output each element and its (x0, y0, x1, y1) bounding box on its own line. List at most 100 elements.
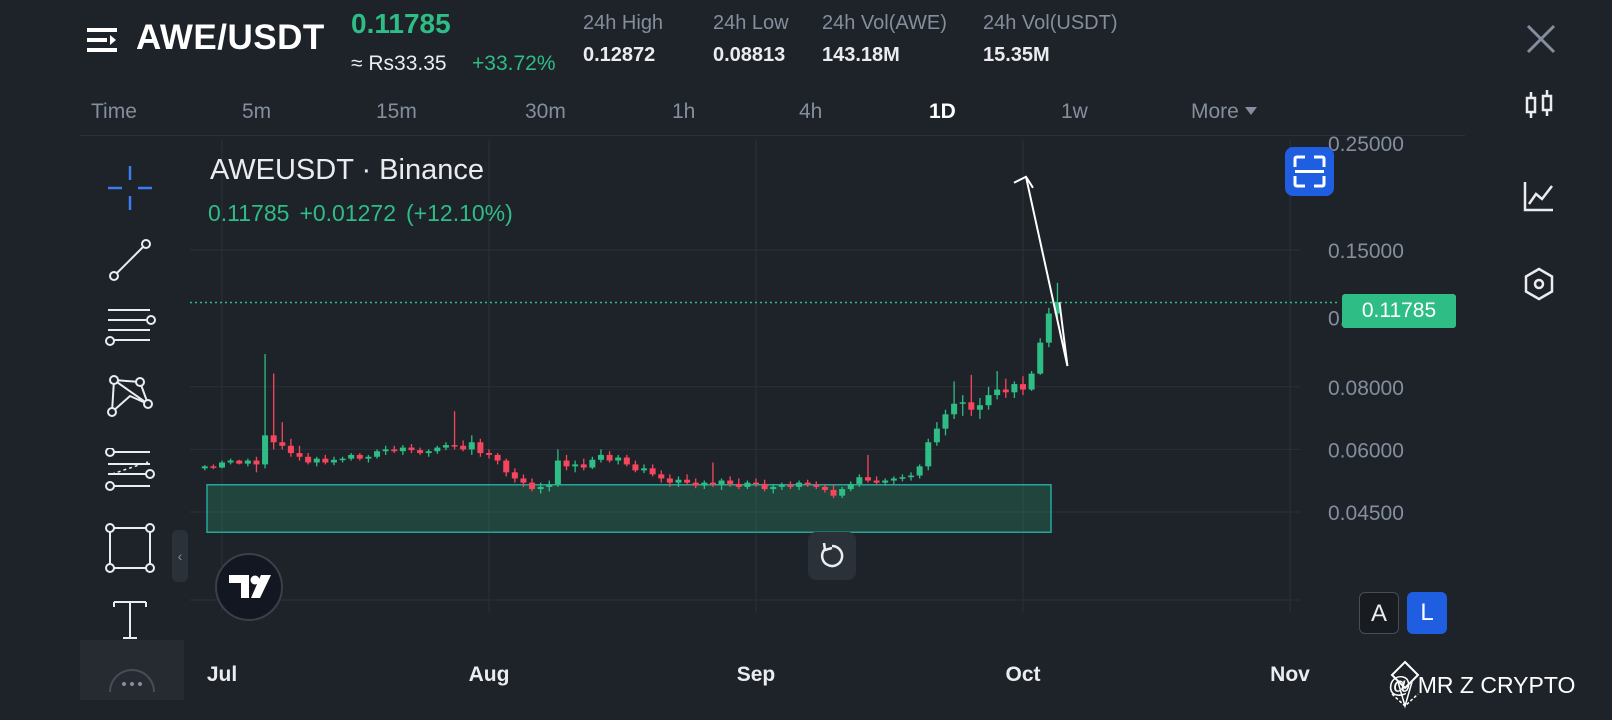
watermark-logo (1390, 660, 1420, 709)
candle-body (1037, 342, 1044, 374)
stat-value: 143.18M (822, 44, 900, 66)
reset-icon (820, 542, 844, 568)
candle-body (425, 451, 432, 454)
candle-body (709, 482, 716, 485)
change-percent: +33.72% (472, 52, 556, 75)
menu-icon[interactable] (87, 24, 119, 56)
chart-quote: 0.11785 +0.01272 (+12.10%) (208, 200, 523, 227)
candle-body (908, 475, 915, 478)
candle-body (486, 453, 492, 455)
log-scale-button[interactable]: L (1407, 592, 1447, 634)
timeframe-bar: Time 5m 15m 30m 1h 4h 1D 1w More (80, 96, 1465, 136)
candle-body (572, 464, 579, 467)
candle-body (744, 482, 751, 487)
projection-arrowhead (1013, 175, 1034, 189)
crosshair-icon[interactable] (104, 162, 156, 214)
candle-body (727, 480, 734, 484)
candle-body (477, 442, 484, 454)
x-tick-label: Jul (207, 663, 237, 686)
stat-label: 24h Vol(AWE) (822, 12, 947, 34)
trendline-icon[interactable] (104, 234, 156, 286)
collapse-toolbar-button[interactable]: ‹ (172, 530, 188, 582)
candle-body (873, 480, 880, 483)
stat-value: 0.08813 (713, 44, 786, 66)
pattern-icon[interactable] (104, 374, 156, 426)
candle-body (641, 468, 648, 471)
tradingview-icon (229, 575, 271, 598)
candle-body (348, 454, 355, 459)
candle-body (847, 483, 854, 490)
candle-body (916, 466, 923, 476)
text-tool-icon[interactable] (104, 594, 156, 646)
rectangle-tool-icon[interactable] (104, 522, 156, 574)
candle-body (546, 484, 553, 487)
candle-body (890, 478, 897, 481)
candle-body (778, 484, 785, 487)
candle-body (1002, 389, 1009, 393)
fullscreen-button[interactable] (1285, 147, 1334, 196)
tab-15m[interactable]: 15m (376, 100, 417, 123)
tab-30m[interactable]: 30m (525, 100, 566, 123)
fib-tool-icon[interactable] (104, 448, 156, 500)
candle-body (434, 447, 441, 452)
candle-body (1011, 384, 1018, 393)
candle-body (1028, 373, 1035, 390)
y-tick-label: 0.06000 (1328, 439, 1404, 462)
stat-label: 24h Vol(USDT) (983, 12, 1118, 34)
more-tools-button[interactable] (80, 640, 184, 700)
tab-1d[interactable]: 1D (929, 100, 956, 123)
candle-body (666, 478, 673, 483)
auto-scale-button[interactable]: A (1359, 592, 1399, 634)
candle-body (1054, 302, 1061, 314)
candle-body (322, 458, 329, 463)
pair-title[interactable]: AWE/USDT (136, 18, 325, 57)
candlestick-icon[interactable] (1521, 88, 1557, 124)
y-tick-label: 0.15000 (1328, 240, 1404, 263)
candle-body (408, 447, 415, 451)
candle-body (606, 454, 613, 461)
tradingview-logo[interactable] (215, 553, 283, 621)
chart-symbol: AWEUSDT · Binance (210, 154, 484, 186)
candle-body (270, 435, 277, 443)
candle-body (391, 449, 398, 452)
candle-body (649, 468, 656, 475)
candle-body (1020, 384, 1026, 390)
reset-chart-button[interactable] (808, 532, 856, 580)
stat-24h-vol-base: 24h Vol(AWE) 143.18M (822, 12, 947, 67)
last-price: 0.11785 (351, 8, 451, 39)
candle-body (615, 457, 622, 461)
candle-body (959, 402, 966, 404)
tab-more-label: More (1191, 100, 1239, 123)
close-icon[interactable] (1524, 22, 1558, 56)
candle-body (942, 414, 949, 429)
candle-body (382, 449, 389, 452)
candle-body (244, 460, 251, 464)
tab-5m[interactable]: 5m (242, 100, 272, 123)
candle-body (718, 480, 725, 485)
candle-body (262, 435, 269, 465)
indicators-icon[interactable] (1521, 178, 1557, 214)
quote-change-pct: (+12.10%) (406, 200, 513, 226)
candle-body (330, 459, 337, 463)
fiat-price: ≈ Rs33.35 (351, 52, 447, 75)
tab-more[interactable]: More (1191, 100, 1257, 124)
candle-body (1045, 313, 1052, 343)
candle-body (968, 402, 975, 410)
tab-4h[interactable]: 4h (799, 100, 823, 123)
candle-body (623, 457, 630, 465)
more-icon (109, 669, 155, 693)
horizontal-lines-icon[interactable] (104, 306, 156, 358)
candle-body (460, 445, 467, 450)
candle-body (305, 456, 312, 463)
candle-body (227, 460, 234, 463)
candle-body (296, 453, 303, 457)
candle-body (356, 454, 363, 459)
tab-time[interactable]: Time (91, 100, 137, 123)
tab-1w[interactable]: 1w (1061, 100, 1088, 123)
candle-body (882, 480, 889, 483)
tab-1h[interactable]: 1h (672, 100, 696, 123)
candle-body (770, 486, 777, 490)
settings-icon[interactable] (1521, 266, 1557, 302)
candle-body (279, 442, 286, 446)
